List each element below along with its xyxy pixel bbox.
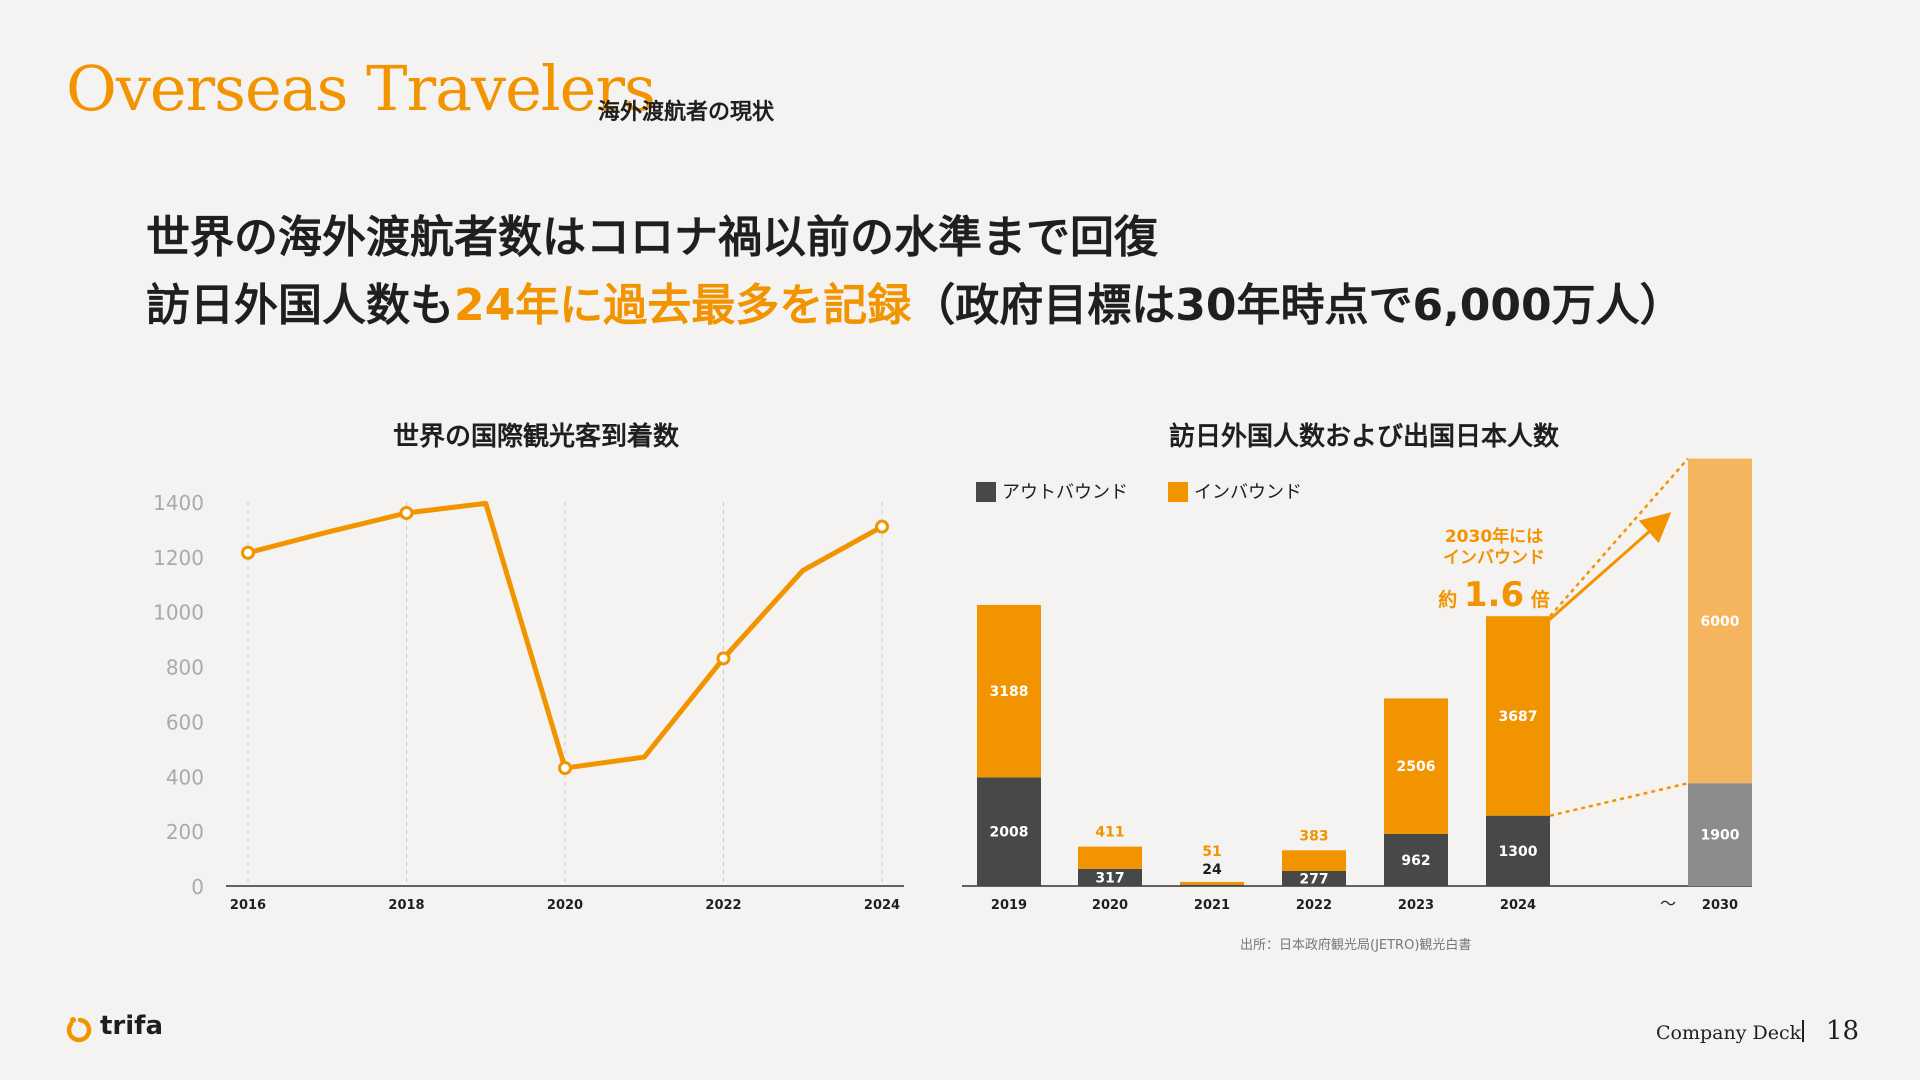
line-point [399,505,414,520]
bar-inbound [1688,458,1752,784]
company-logo[interactable]: trifa [64,1011,224,1049]
annotation-line-1: 2030年には [1445,526,1543,547]
trifa-logo-icon [66,1017,92,1043]
bar-inbound [1282,850,1346,872]
axis-gap-marker: 〜 [1660,894,1676,913]
bar-label-inbound: 51 [1202,844,1221,860]
annotation-multiplier: 約 1.6 倍 [1438,575,1549,615]
legend-swatch-inbound [1168,482,1188,502]
annotation-line-2: インバウンド [1443,548,1545,568]
headline-highlight: 24年に過去最多を記録 [454,280,912,331]
projection-connector-outbound [1549,781,1689,817]
bar-label-inbound: 3687 [1499,709,1538,725]
deck-label: Company Deck [1656,1022,1802,1044]
line-chart: 2016 2018 2020 2022 2024 0 200 400 600 800 1000 120… [153,491,904,913]
bar-x-tick-label: 2020 [1092,898,1128,913]
bar-label-outbound: 317 [1095,870,1124,886]
line-x-tick-label: 2024 [864,898,900,913]
headline-line-1: 世界の海外渡航者数はコロナ禍以前の水準まで回復 [146,212,1158,263]
bar-label-outbound: 1900 [1701,828,1740,844]
line-y-tick-label: 600 [166,710,204,734]
bar-label-outbound: 2008 [990,825,1029,841]
line-point [558,761,572,776]
bar-outbound [1180,884,1244,886]
line-y-tick-label: 800 [166,656,204,680]
bar-inbound [1078,846,1142,869]
footer-divider [1802,1020,1804,1042]
line-x-tick-label: 2018 [388,898,424,913]
headline-line-2: 訪日外国人数も24年に過去最多を記録（政府目標は30年時点で6,000万人） [146,272,1684,340]
bar-label-outbound: 277 [1299,872,1328,888]
legend-swatch-outbound [976,482,996,502]
bar-inbound [1384,698,1448,834]
page-title: Overseas Travelers [66,52,656,125]
bar-x-tick-label: 2030 [1702,898,1738,913]
line-point [716,651,731,666]
bar-label-inbound: 6000 [1701,614,1740,630]
bar-x-tick-label: 2023 [1398,898,1434,913]
bar-label-inbound: 411 [1095,825,1124,841]
projection-connector-inbound [1549,457,1689,618]
line-chart-title: 世界の国際観光客到着数 [392,422,680,452]
headline-line-2-tail: （政府目標は30年時点で6,000万人） [911,280,1684,331]
line-x-tick-label: 2016 [230,898,266,913]
line-x-tick-label: 2022 [705,898,741,913]
bar-x-tick-label: 2021 [1194,898,1230,913]
legend-label-outbound: アウトバウンド [1002,482,1128,503]
line-point [875,519,889,534]
line-y-tick-label: 1200 [153,546,204,570]
page-subtitle: 海外渡航者の現状 [598,100,775,125]
bar-label-inbound: 383 [1299,828,1328,844]
bar-outbound [1384,833,1448,886]
bar-outbound [1688,783,1752,886]
bar-inbound [1486,616,1550,816]
bar-inbound [1180,881,1244,885]
annotation-prefix: 約 [1438,588,1464,611]
bar-inbound [977,604,1041,778]
line-point [241,545,255,560]
page-number: 18 [1826,1016,1860,1046]
headline: 世界の海外渡航者数はコロナ禍以前の水準まで回復 訪日外国人数も24年に過去最多を… [146,204,1684,340]
bar-x-tick-label: 2024 [1500,898,1536,913]
bar-chart-title: 訪日外国人数および出国日本人数 [1168,422,1560,452]
logo-text: trifa [100,1011,164,1041]
line-y-tick-label: 1400 [153,491,204,515]
source-note: 出所：日本政府観光局(JETRO)観光白書 [1240,938,1472,953]
line-y-tick-label: 200 [166,820,204,844]
bar-outbound [977,777,1041,886]
bar-label-inbound: 3188 [990,684,1029,700]
line-y-tick-label: 1000 [153,601,204,625]
annotation-suffix: 倍 [1524,588,1550,611]
bar-outbound [1486,815,1550,886]
bar-label-outbound: 24 [1202,862,1222,878]
annotation-multiplier-value: 1.6 [1464,575,1524,615]
bar-outbound [1282,871,1346,886]
bar-x-tick-label: 2022 [1296,898,1332,913]
bar-x-tick-label: 2019 [991,898,1027,913]
bar-label-outbound: 962 [1401,853,1430,869]
bar-outbound [1078,868,1142,886]
line-y-tick-label: 0 [191,875,204,899]
line-x-tick-label: 2020 [547,898,583,913]
bar-label-inbound: 2506 [1397,759,1436,775]
headline-line-2-lead: 訪日外国人数も [146,280,454,331]
bar-label-outbound: 1300 [1499,844,1538,860]
line-y-tick-label: 400 [166,765,204,789]
legend-label-inbound: インバウンド [1194,482,1302,503]
bar-chart: アウトバウンド インバウンド201920083188202031741120212… [962,457,1752,913]
growth-arrow [1539,512,1672,630]
